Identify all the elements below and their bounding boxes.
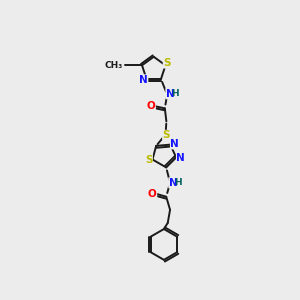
Text: S: S [163, 130, 170, 140]
Text: S: S [145, 154, 152, 164]
Text: N: N [176, 153, 185, 163]
Text: S: S [163, 58, 171, 68]
Text: O: O [148, 189, 157, 199]
Text: N: N [169, 178, 178, 188]
Text: O: O [147, 101, 155, 111]
Text: CH₃: CH₃ [104, 61, 123, 70]
Text: N: N [170, 139, 179, 149]
Text: H: H [171, 89, 179, 98]
Text: N: N [166, 89, 175, 99]
Text: H: H [174, 178, 182, 187]
Text: N: N [139, 75, 148, 85]
